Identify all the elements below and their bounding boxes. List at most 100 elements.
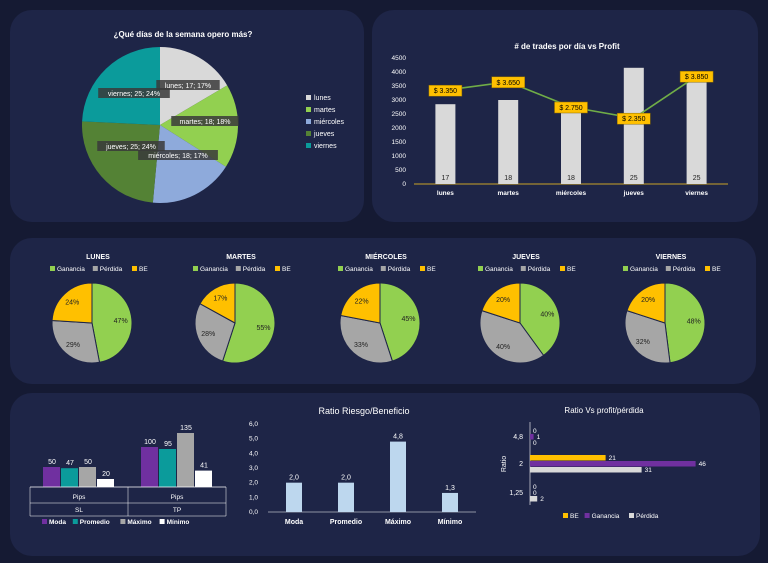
combo-xtick-1: martes bbox=[498, 190, 520, 197]
hbar-legend-label-1: Ganancia bbox=[592, 513, 620, 520]
combo-xtick-0: lunes bbox=[437, 190, 454, 197]
daily-pie-label-2-1: 33% bbox=[354, 342, 368, 349]
weekday-slice-label-3: jueves; 25; 24% bbox=[105, 144, 156, 151]
combo-ytick-9: 4500 bbox=[392, 55, 407, 62]
daily-pie-slice-1-2 bbox=[199, 282, 236, 324]
daily-pie-legend-label-4-2: BE bbox=[712, 266, 721, 273]
weekday-legend-swatch-0 bbox=[306, 95, 311, 100]
weekday-slice-2 bbox=[152, 125, 226, 203]
daily-pie-legend-swatch-0-1 bbox=[92, 266, 98, 271]
daily-pie-label-0-2: 24% bbox=[65, 300, 79, 307]
combo-profit-label-4: $ 3.850 bbox=[685, 74, 708, 81]
hbar-bar-label-2-0: 0 bbox=[533, 484, 537, 491]
hbar-bar-label-0-2: 0 bbox=[533, 440, 537, 447]
combo-bar-3 bbox=[623, 67, 644, 184]
daily-pie-legend-swatch-2-0 bbox=[338, 266, 343, 271]
daily-pie-label-1-2: 17% bbox=[213, 296, 227, 303]
daily-pie-legend-swatch-1-0 bbox=[193, 266, 198, 271]
weekday-slice-label-1: martes; 18; 18% bbox=[180, 119, 231, 126]
bottom-panel bbox=[10, 393, 760, 556]
weekday-slice-label-bg-3 bbox=[97, 141, 165, 151]
combo-ytick-0: 0 bbox=[402, 181, 406, 188]
weekday-slice-label-bg-2 bbox=[138, 150, 218, 160]
sltp-xlabel-0: Pips bbox=[73, 494, 86, 501]
hbar-bar-label-0-1: 1 bbox=[537, 434, 541, 441]
daily-pie-legend-swatch-4-0 bbox=[623, 266, 628, 271]
daily-pie-title-2: MIÉRCOLES bbox=[365, 252, 407, 261]
sltp-legend-label-3: Mínimo bbox=[167, 519, 190, 526]
ratio-chart-title: Ratio Riesgo/Beneficio bbox=[318, 406, 409, 416]
combo-bar-label-2: 18 bbox=[567, 175, 575, 182]
ratio-bar-1 bbox=[338, 482, 354, 512]
trades-profit-chart: 0 500 1000 1500 2000 2500 3000 3500 4000 4500 17 lu… bbox=[392, 55, 728, 197]
daily-pie-legend-label-3-1: Pérdida bbox=[528, 266, 551, 273]
combo-profit-label-bg-2 bbox=[554, 101, 588, 114]
daily-pie-legend-label-1-1: Pérdida bbox=[243, 266, 266, 273]
combo-bar-label-3: 25 bbox=[630, 175, 638, 182]
daily-pie-title-1: MARTES bbox=[226, 254, 256, 261]
hbar-legend-label-0: BE bbox=[570, 513, 579, 520]
daily-pie-title-3: JUEVES bbox=[512, 254, 540, 261]
weekday-pie-legend: lunes martes miércoles jueves viernes bbox=[306, 95, 344, 150]
sltp-bar-0-1 bbox=[61, 468, 78, 487]
hbar-legend-swatch-2 bbox=[629, 513, 634, 518]
weekday-legend-label-2: miércoles bbox=[314, 119, 344, 126]
daily-pie-legend-label-0-1: Pérdida bbox=[100, 266, 123, 273]
combo-bar-1 bbox=[498, 100, 519, 184]
daily-pie-slice-2-0 bbox=[379, 282, 421, 362]
daily-pie-slice-4-2 bbox=[626, 282, 666, 324]
daily-pie-slice-4-1 bbox=[624, 310, 671, 364]
weekday-legend-swatch-4 bbox=[306, 143, 311, 148]
ratio-ytick-1: 1,0 bbox=[249, 494, 258, 501]
hbar-bar-1-2 bbox=[530, 467, 642, 473]
weekday-pie: lunes; 17; 17% martes; 18; 18% miércoles; … bbox=[81, 47, 239, 203]
daily-pie-label-0-1: 29% bbox=[66, 342, 80, 349]
ratio-ytick-6: 6,0 bbox=[249, 421, 258, 428]
combo-profit-label-bg-0 bbox=[428, 84, 463, 97]
daily-pie-slice-2-2 bbox=[340, 282, 381, 324]
ratio-ytick-3: 3,0 bbox=[249, 465, 258, 472]
daily-pie-legend-swatch-4-2 bbox=[705, 266, 710, 271]
weekday-slice-4 bbox=[82, 47, 160, 125]
sltp-bar-1-2 bbox=[177, 433, 194, 487]
daily-pie-legend-label-2-1: Pérdida bbox=[388, 266, 411, 273]
combo-profit-label-1: $ 3.650 bbox=[497, 80, 520, 87]
hbar-bar-2-2 bbox=[530, 496, 538, 502]
hbar-bar-label-1-0: 21 bbox=[609, 455, 617, 462]
daily-pie-label-4-2: 20% bbox=[641, 297, 655, 304]
daily-pie-legend-label-2-0: Ganancia bbox=[345, 266, 373, 273]
ratio-bar-label-2: 4,8 bbox=[393, 434, 403, 441]
sltp-bar-label-1-2: 135 bbox=[180, 425, 192, 432]
daily-pie-legend-label-1-2: BE bbox=[282, 266, 291, 273]
weekday-legend-label-0: lunes bbox=[314, 95, 331, 102]
combo-ytick-7: 3500 bbox=[392, 83, 407, 90]
weekday-slice-label-bg-1 bbox=[171, 116, 239, 126]
ratio-xtick-0: Moda bbox=[285, 519, 303, 526]
daily-pie-label-2-2: 22% bbox=[355, 298, 369, 305]
hbar-ytick-1: 2 bbox=[519, 461, 523, 468]
ratio-riesgo-beneficio-chart: 0,0 1,0 2,0 3,0 4,0 5,0 6,0 2,0 Moda 2,0 Promedio 4… bbox=[249, 421, 476, 526]
daily-pie-label-4-1: 32% bbox=[636, 339, 650, 346]
daily-pie-label-1-0: 55% bbox=[256, 325, 270, 332]
daily-pie-legend-swatch-1-1 bbox=[235, 266, 241, 271]
sltp-bar-label-0-1: 47 bbox=[66, 460, 74, 467]
ratio-ytick-2: 2,0 bbox=[249, 480, 258, 487]
sltp-bar-1-0 bbox=[141, 447, 158, 487]
weekday-slice-1 bbox=[160, 85, 238, 167]
combo-bar-2 bbox=[561, 107, 581, 184]
daily-pie-legend-swatch-3-2 bbox=[560, 266, 565, 271]
weekday-legend-swatch-2 bbox=[306, 119, 311, 124]
combo-bar-0 bbox=[435, 104, 456, 184]
ratio-bar-3 bbox=[442, 492, 458, 512]
daily-pie-label-3-2: 20% bbox=[496, 297, 510, 304]
daily-pie-legend-swatch-0-2 bbox=[132, 266, 137, 271]
daily-pie-legend-label-2-2: BE bbox=[427, 266, 436, 273]
combo-xtick-3: jueves bbox=[623, 190, 645, 197]
sltp-bar-label-0-3: 20 bbox=[102, 471, 110, 478]
daily-pie-slice-0-2 bbox=[51, 282, 93, 324]
combo-profit-label-3: $ 2.350 bbox=[622, 116, 645, 123]
hbar-ytick-2: 1,25 bbox=[509, 490, 523, 497]
daily-pie-legend-label-0-2: BE bbox=[139, 266, 148, 273]
sltp-bar-label-0-0: 50 bbox=[48, 459, 56, 466]
